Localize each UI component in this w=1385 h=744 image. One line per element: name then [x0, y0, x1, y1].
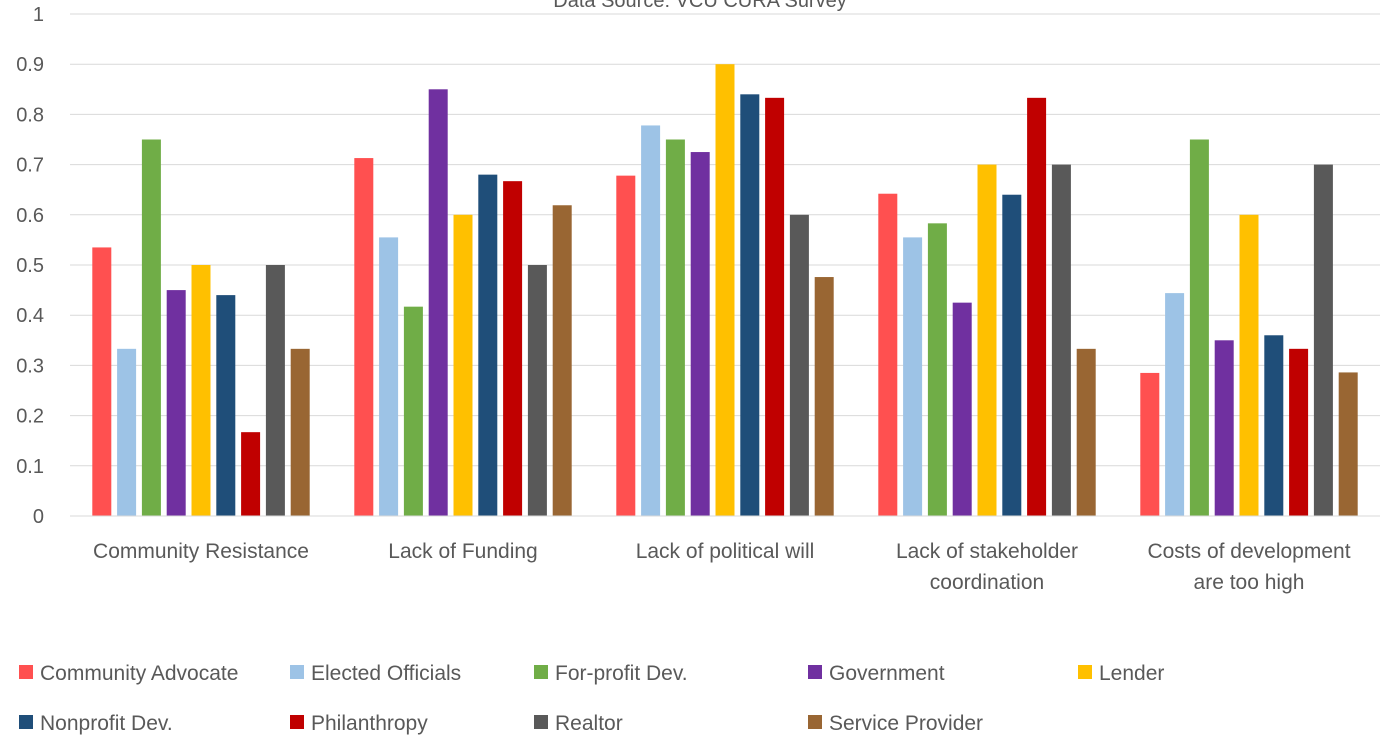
- legend-item: Philanthropy: [290, 712, 428, 735]
- bar: [428, 89, 448, 517]
- legend-label: Lender: [1099, 662, 1164, 685]
- y-tick-label: 0.2: [16, 406, 44, 428]
- bar: [977, 164, 997, 516]
- legend-item: Government: [808, 662, 945, 685]
- bar: [379, 237, 399, 516]
- legend-swatch: [534, 665, 548, 679]
- bar: [354, 158, 374, 516]
- legend-swatch: [290, 715, 304, 729]
- bar: [216, 295, 236, 516]
- bar: [1214, 340, 1234, 516]
- bar: [814, 277, 834, 516]
- y-tick-label: 0.5: [16, 255, 44, 277]
- bar: [141, 139, 161, 516]
- y-tick-label: 0: [33, 506, 44, 528]
- y-tick-label: 0.6: [16, 205, 44, 227]
- bar: [1264, 335, 1284, 516]
- legend-item: Realtor: [534, 712, 623, 735]
- legend-item: For-profit Dev.: [534, 662, 688, 685]
- y-tick-label: 0.7: [16, 155, 44, 177]
- y-axis-ticks: 0 0.1 0.2 0.3 0.4 0.5 0.6 0.7 0.8 0.9 1: [16, 4, 44, 528]
- legend-swatch: [534, 715, 548, 729]
- bar: [1239, 214, 1259, 517]
- bar: [191, 265, 211, 516]
- x-tick-label: Community Resistance: [93, 540, 309, 563]
- bar: [265, 265, 285, 516]
- bar: [241, 432, 261, 516]
- bar: [690, 152, 710, 517]
- bar: [527, 265, 547, 516]
- bar: [715, 64, 735, 516]
- x-axis: Community Resistance Lack of Funding Lack …: [70, 515, 1380, 594]
- bar: [903, 237, 923, 516]
- bar: [478, 174, 498, 516]
- x-tick-label: Lack of stakeholder coordination: [896, 540, 1078, 594]
- y-tick-label: 1: [33, 4, 44, 26]
- bar: [1338, 372, 1358, 516]
- legend-label: Service Provider: [829, 712, 983, 735]
- bar: [927, 223, 947, 517]
- x-tick-label: Lack of political will: [636, 540, 815, 563]
- bar: [765, 97, 785, 517]
- bar: [952, 302, 972, 516]
- bar: [552, 205, 572, 516]
- x-tick-label: Lack of Funding: [388, 540, 537, 563]
- legend-item: Community Advocate: [19, 662, 238, 685]
- legend-label: Government: [829, 662, 945, 685]
- bar: [1076, 348, 1096, 516]
- bar: [1313, 164, 1333, 516]
- bar: [117, 348, 137, 516]
- legend-swatch: [808, 665, 822, 679]
- bar: [1165, 293, 1185, 516]
- x-tick-label: Costs of development are too high: [1147, 540, 1350, 594]
- y-tick-label: 0.9: [16, 54, 44, 76]
- legend-swatch: [808, 715, 822, 729]
- legend-label: Philanthropy: [311, 712, 428, 735]
- bar: [503, 181, 523, 516]
- legend-label: Elected Officials: [311, 662, 461, 685]
- legend-swatch: [290, 665, 304, 679]
- y-tick-label: 0.8: [16, 104, 44, 126]
- bar: [641, 125, 661, 516]
- bar: [403, 306, 423, 516]
- bar: [1027, 97, 1047, 517]
- y-tick-label: 0.3: [16, 355, 44, 377]
- bar: [1289, 348, 1309, 516]
- legend-swatch: [1078, 665, 1092, 679]
- legend-item: Nonprofit Dev.: [19, 712, 173, 735]
- bar: [290, 348, 310, 516]
- bar: [789, 214, 809, 517]
- legend-swatch: [19, 665, 33, 679]
- bars: [92, 64, 1358, 517]
- bar: [878, 193, 898, 516]
- legend-label: Nonprofit Dev.: [40, 712, 173, 735]
- bar: [616, 175, 636, 517]
- bar: [1189, 139, 1209, 516]
- chart-subtitle: Data Source: VCU CURA Survey: [553, 0, 846, 12]
- legend-label: For-profit Dev.: [555, 662, 688, 685]
- y-tick-label: 0.4: [16, 305, 44, 327]
- legend-label: Realtor: [555, 712, 623, 735]
- bar: [92, 247, 112, 516]
- bar: [166, 290, 186, 516]
- bar: [740, 94, 760, 516]
- bar: [1002, 194, 1022, 516]
- legend-item: Elected Officials: [290, 662, 461, 685]
- legend-item: Lender: [1078, 662, 1164, 685]
- bar: [665, 139, 685, 516]
- bar: [453, 214, 473, 517]
- bar: [1140, 372, 1160, 516]
- legend-item: Service Provider: [808, 712, 983, 735]
- y-tick-label: 0.1: [16, 456, 44, 478]
- legend-swatch: [19, 715, 33, 729]
- legend: Community Advocate Elected Officials For-p…: [19, 662, 1164, 735]
- legend-label: Community Advocate: [40, 662, 238, 685]
- bar: [1051, 164, 1071, 516]
